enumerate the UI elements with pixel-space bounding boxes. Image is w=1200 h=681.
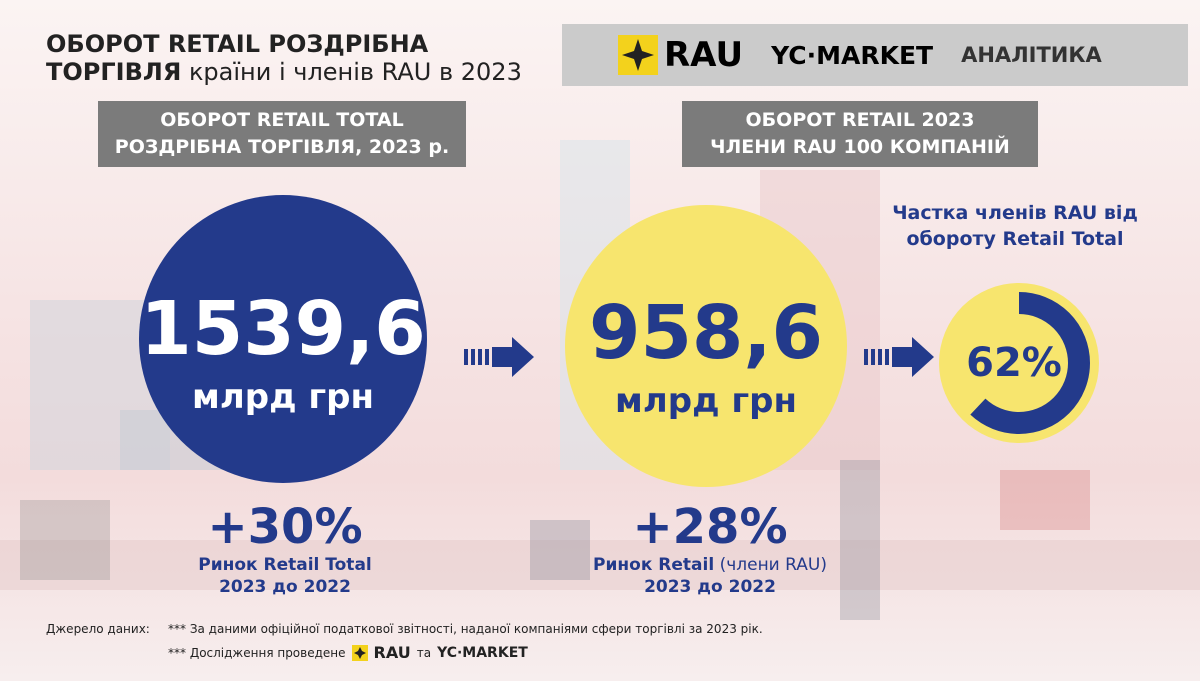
share-label: 62% [966,340,1062,386]
amount: 1539,6 [140,286,426,372]
note: Ринок Retail Total [198,555,372,575]
share-title: Частка членів RAU від обороту Retail Tot… [880,200,1150,252]
study-yc: YC·MARKET [437,644,528,661]
study-text: *** Дослідження проведене [168,645,346,660]
left-heading: ОБОРОТ RETAIL TOTAL РОЗДРІБНА ТОРГІВЛЯ, … [98,101,466,167]
note-light: (члени RAU) [719,555,827,575]
heading-line: ОБОРОТ RETAIL 2023 [745,109,975,131]
growth: +28% [632,499,788,555]
rau-icon [351,644,368,661]
share-donut: 62% [939,283,1099,443]
source-label: Джерело даних: [46,622,150,636]
unit: млрд грн [192,377,374,417]
title-line: ТОРГІВЛЯ країни і членів RAU в 2023 [46,58,522,86]
note: 2023 до 2022 [644,577,776,597]
study-and: та [416,645,432,660]
brand-rau: RAU [664,35,744,75]
study-rau: RAU [373,643,411,662]
title-rest: країни і членів RAU в 2023 [188,58,522,86]
heading-line: ОБОРОТ RETAIL TOTAL [160,109,404,131]
note: 2023 до 2022 [219,577,351,597]
right-growth: +28% Ринок Retail (члени RAU) 2023 до 20… [560,500,860,598]
amount: 958,6 [588,290,824,376]
brand-bar: RAU YC·MARKET АНАЛІТИКА [562,24,1188,86]
arrow [464,337,534,377]
study: *** Дослідження проведене RAU та YC·MARK… [168,643,528,662]
brand-tag: АНАЛІТИКА [961,43,1102,67]
share-title-line: Частка членів RAU від [892,202,1138,224]
title-line: ОБОРОТ RETAIL РОЗДРІБНА [46,30,429,58]
right-heading: ОБОРОТ RETAIL 2023 ЧЛЕНИ RAU 100 КОМПАНІ… [682,101,1038,167]
title-bold: ТОРГІВЛЯ [46,58,182,86]
unit: млрд грн [615,381,797,421]
rau-logo-icon [618,35,658,75]
brand-yc: YC·MARKET [771,40,934,70]
share-arc [948,292,1090,434]
left-circle: 1539,6 млрд грн [139,195,427,483]
growth: +30% [207,499,363,555]
right-circle: 958,6 млрд грн [565,205,847,487]
heading-line: РОЗДРІБНА ТОРГІВЛЯ, 2023 р. [114,136,450,158]
heading-line: ЧЛЕНИ RAU 100 КОМПАНІЙ [710,136,1010,158]
title: ОБОРОТ RETAIL РОЗДРІБНА ТОРГІВЛЯ країни … [46,30,522,86]
left-growth: +30% Ринок Retail Total 2023 до 2022 [170,500,400,598]
note: Ринок Retail (члени RAU) [560,554,860,576]
share-title-line: обороту Retail Total [906,228,1124,250]
note-bold: Ринок Retail [593,555,715,575]
source-text: *** За даними офіційної податкової звітн… [168,622,763,636]
arrow [864,337,934,377]
